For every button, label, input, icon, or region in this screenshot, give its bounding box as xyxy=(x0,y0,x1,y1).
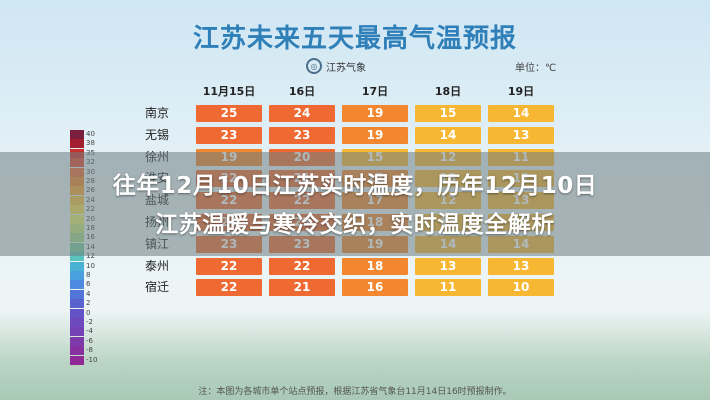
legend-swatch xyxy=(70,355,84,365)
legend-swatch xyxy=(70,252,84,262)
legend-swatch xyxy=(70,308,84,318)
legend-label: -2 xyxy=(86,318,93,326)
legend-label: -10 xyxy=(86,355,98,364)
temperature-cell: 22 xyxy=(196,257,262,275)
temperature-cell: 13 xyxy=(488,126,554,144)
temperature-cell: 14 xyxy=(415,126,481,144)
column-header: 16日 xyxy=(288,85,316,98)
legend-swatch xyxy=(70,280,84,290)
headline-line-1: 往年12月10日江苏实时温度，历年12月10日 xyxy=(112,173,598,199)
column-header: 17日 xyxy=(361,85,389,98)
temperature-cell: 25 xyxy=(196,105,262,122)
temperature-cell: 19 xyxy=(342,126,408,144)
temperature-cell: 15 xyxy=(415,105,481,122)
legend-label: -8 xyxy=(86,346,93,355)
column-header: 18日 xyxy=(434,85,462,98)
column-header: 11月15日 xyxy=(202,85,256,98)
legend-label: 40 xyxy=(86,130,95,138)
legend-label: -4 xyxy=(86,327,93,336)
temperature-cell: 23 xyxy=(269,126,335,144)
legend-label: -6 xyxy=(86,336,93,345)
publisher-name: 江苏气象 xyxy=(326,62,366,74)
temperature-cell: 24 xyxy=(269,105,335,122)
legend-swatch xyxy=(70,261,84,271)
legend-label: 4 xyxy=(86,289,91,298)
background-hills xyxy=(0,310,710,400)
temperature-cell: 13 xyxy=(488,257,554,275)
unit-label: 单位：℃ xyxy=(515,63,557,74)
column-header: 19日 xyxy=(507,85,535,98)
temperature-cell: 10 xyxy=(488,279,554,297)
headline-line-2: 江苏温暖与寒冷交织，实时温度全解析 xyxy=(155,212,555,238)
row-city-label: 无锡 xyxy=(144,127,169,142)
row-city-label: 南京 xyxy=(144,106,169,120)
legend-swatch xyxy=(70,130,84,139)
legend-swatch xyxy=(70,346,84,356)
legend-swatch xyxy=(70,271,84,280)
temperature-cell: 21 xyxy=(269,279,335,297)
weather-logo-icon: ◎ xyxy=(306,58,322,74)
legend-swatch xyxy=(70,139,84,149)
legend-label: 38 xyxy=(86,139,95,148)
temperature-cell: 19 xyxy=(342,105,408,122)
row-city-label: 宿迁 xyxy=(144,280,169,295)
legend-label: 0 xyxy=(86,308,91,317)
temperature-cell: 18 xyxy=(342,257,408,275)
temperature-cell: 22 xyxy=(196,279,262,297)
legend-label: 8 xyxy=(86,271,91,279)
legend-swatch xyxy=(70,299,84,309)
legend-swatch xyxy=(70,289,84,299)
legend-label: 12 xyxy=(86,252,95,261)
temperature-cell: 14 xyxy=(488,105,554,122)
temperature-cell: 11 xyxy=(415,279,481,297)
chart-title: 江苏未来五天最高气温预报 xyxy=(192,24,517,54)
legend-label: 10 xyxy=(86,261,95,270)
legend-swatch xyxy=(70,336,84,346)
temperature-cell: 22 xyxy=(269,257,335,275)
legend-swatch xyxy=(70,318,84,327)
publisher-logo: ◎ 江苏气象 xyxy=(306,58,366,74)
temperature-cell: 13 xyxy=(415,257,481,275)
headline-banner xyxy=(0,152,710,256)
legend-label: 2 xyxy=(86,299,91,308)
footnote: 注：本图为各城市单个站点预报，根据江苏省气象台11月14日16时预报制作。 xyxy=(198,387,512,397)
legend-label: 6 xyxy=(86,280,91,289)
temperature-cell: 16 xyxy=(342,279,408,297)
legend-swatch xyxy=(70,327,84,337)
temperature-cell: 23 xyxy=(196,126,262,144)
row-city-label: 泰州 xyxy=(144,258,169,273)
